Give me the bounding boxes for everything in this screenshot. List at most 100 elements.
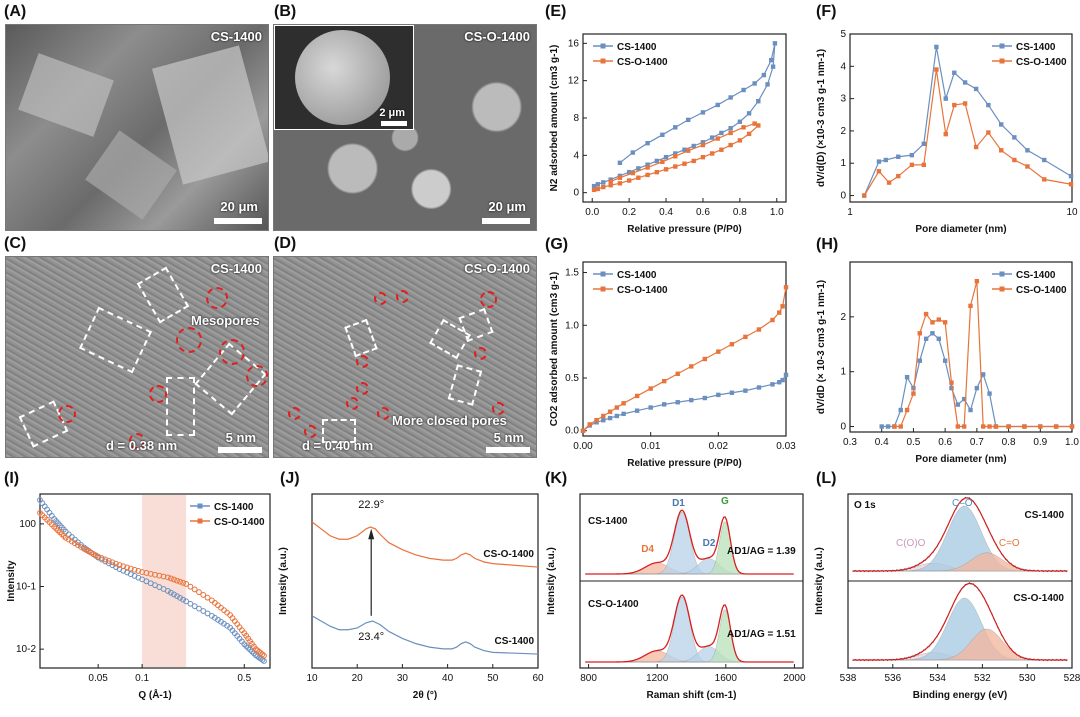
data-point (131, 566, 138, 573)
data-point (630, 170, 636, 176)
data-point (594, 417, 599, 423)
data-point (648, 386, 653, 391)
data-point (607, 415, 613, 421)
legend-label: CS-O-1400 (1016, 57, 1067, 68)
closed-pore-marker (288, 407, 301, 420)
x-tick-label: 1.0 (1065, 437, 1079, 448)
data-point (756, 123, 761, 128)
y-tick-label: 1 (840, 367, 846, 378)
data-point (770, 382, 775, 387)
x-tick-label: 10 (1066, 207, 1078, 218)
data-point (621, 411, 626, 417)
x-tick-label: 0.02 (709, 441, 729, 452)
y-axis-title: dV/d(D) (×10-3 cm3 g-1 nm-1) (816, 49, 827, 187)
data-point (936, 317, 941, 322)
data-point (777, 380, 782, 385)
data-point (636, 175, 641, 180)
panel-a: (A) CS-1400 20 μm (0, 0, 270, 232)
mesopore-marker (246, 365, 268, 387)
series-line-cs-o-1400 (582, 287, 787, 432)
data-point (673, 151, 678, 156)
data-point (955, 402, 961, 407)
data-point (885, 424, 891, 429)
data-point (164, 574, 171, 581)
data-point (783, 285, 789, 290)
data-point (896, 154, 901, 159)
data-point (949, 385, 954, 391)
data-point (769, 57, 774, 63)
data-point (879, 424, 884, 429)
data-point (675, 400, 680, 405)
panel-label: (F) (816, 3, 837, 20)
data-point (171, 576, 177, 583)
data-point (617, 175, 623, 180)
mesopores-label: Mesopores (191, 313, 260, 328)
panel-d: (D) CS-O-1400 More closed pores d = 0.40… (270, 232, 540, 460)
data-point (183, 598, 190, 605)
area-ratio: AD1/AG = 1.51 (727, 629, 796, 640)
data-point (719, 147, 724, 152)
data-point (737, 119, 743, 124)
sample-label: CS-1400 (1025, 510, 1065, 521)
mesopore-marker (58, 405, 76, 423)
series-line-cs-1400 (863, 46, 1072, 196)
x-tick-label: 30 (397, 673, 409, 684)
data-point (654, 169, 660, 175)
closed-pore-marker (377, 407, 390, 420)
data-point (174, 577, 180, 584)
y-axis-title: Intensity (6, 560, 17, 602)
data-point (752, 121, 757, 126)
legend-marker (197, 518, 203, 524)
data-point (1042, 157, 1047, 163)
data-point (1069, 424, 1075, 429)
data-point (261, 652, 267, 659)
data-point (1012, 135, 1017, 140)
data-point (862, 193, 867, 198)
plot-frame-j (311, 493, 539, 669)
fit-envelope (585, 594, 794, 663)
d-spacing-label: d = 0.40 nm (302, 438, 374, 453)
plot-frame-e (582, 33, 787, 203)
data-point (923, 311, 929, 317)
data-point (685, 117, 691, 123)
legend-marker (999, 271, 1005, 277)
data-point (98, 555, 105, 561)
data-point (102, 556, 109, 563)
data-point (909, 152, 915, 158)
series-line-cs-1400 (881, 332, 1072, 428)
data-point (876, 169, 882, 174)
data-point (116, 562, 123, 568)
data-point (626, 169, 632, 175)
x-axis-title: 2θ (°) (413, 690, 437, 701)
spectrum-title: O 1s (854, 500, 876, 511)
data-point (662, 402, 667, 407)
x-tick-label: 534 (929, 673, 946, 684)
data-point (607, 409, 613, 414)
data-point (689, 364, 694, 369)
x-tick-label: 0.1 (135, 673, 149, 684)
data-point (746, 111, 752, 116)
data-point (191, 603, 198, 610)
series-label: CS-1400 (495, 636, 535, 647)
y-tick-label: 16 (568, 38, 580, 49)
plot-frame-h (849, 261, 1073, 433)
data-point (621, 401, 626, 406)
x-tick-label: 20 (352, 673, 364, 684)
data-point (883, 157, 889, 163)
x-tick-label: 0.05 (88, 673, 108, 684)
fit-component (881, 552, 1039, 572)
mesopore-marker (219, 339, 245, 365)
y-tick-label: 0.0 (565, 426, 579, 437)
panel-label: (I) (4, 470, 20, 487)
closed-pores-label: More closed pores (392, 413, 507, 428)
legend-label: CS-O-1400 (1016, 285, 1067, 296)
scale-label: 20 μm (488, 199, 526, 214)
data-point (645, 162, 650, 167)
data-point (595, 186, 600, 192)
data-point (729, 390, 735, 395)
legend-label: CS-O-1400 (617, 57, 668, 68)
data-point (936, 336, 941, 341)
data-point (986, 102, 991, 108)
x-axis-title: Relative pressure (P/P0) (627, 224, 742, 235)
scale-bar (486, 447, 530, 453)
